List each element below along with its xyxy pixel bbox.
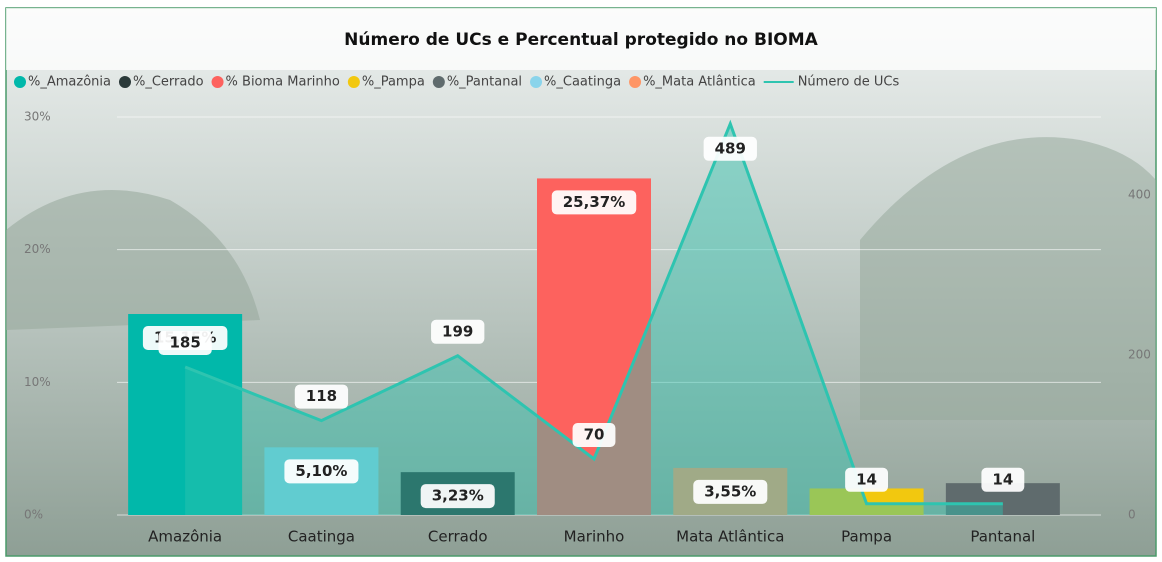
x-tick-label: Cerrado <box>428 528 488 546</box>
y-tick-label: 0% <box>24 508 43 522</box>
data-label: 14 <box>992 470 1013 488</box>
y2-tick-label: 200 <box>1128 348 1151 362</box>
y-tick-label: 20% <box>24 242 51 256</box>
legend-label: %_Cerrado <box>133 75 204 90</box>
legend-marker <box>433 76 445 88</box>
legend-label: %_Pampa <box>362 75 425 90</box>
data-label: 118 <box>306 387 337 405</box>
legend-label: %_Amazônia <box>28 75 111 90</box>
y2-tick-label: 400 <box>1128 188 1151 202</box>
data-label: 489 <box>715 139 746 157</box>
data-label: 5,10% <box>295 462 347 480</box>
legend-label: % Bioma Marinho <box>226 75 340 90</box>
y-tick-label: 10% <box>24 375 51 389</box>
data-label: 185 <box>169 334 200 352</box>
data-label: 3,23% <box>432 487 484 505</box>
x-tick-label: Marinho <box>564 528 625 546</box>
legend-label: %_Pantanal <box>447 75 522 90</box>
chart: Número de UCs e Percentual protegido no … <box>0 0 1162 562</box>
legend-marker <box>629 76 641 88</box>
data-label: 70 <box>584 426 605 444</box>
legend-label: Número de UCs <box>798 75 900 90</box>
x-tick-label: Mata Atlântica <box>676 528 784 546</box>
data-label: 3,55% <box>704 482 756 500</box>
y2-tick-label: 0 <box>1128 508 1136 522</box>
legend-marker <box>14 76 26 88</box>
x-tick-label: Amazônia <box>148 528 222 546</box>
legend-marker <box>530 76 542 88</box>
legend-label: %_Caatinga <box>544 75 621 90</box>
legend-marker <box>348 76 360 88</box>
y-tick-label: 30% <box>24 110 51 124</box>
x-tick-label: Caatinga <box>288 528 355 546</box>
x-tick-label: Pampa <box>841 528 892 546</box>
chart-title: Número de UCs e Percentual protegido no … <box>344 30 818 50</box>
legend-label: %_Mata Atlântica <box>643 75 756 90</box>
data-label: 199 <box>442 322 473 340</box>
data-label: 14 <box>856 470 877 488</box>
x-tick-label: Pantanal <box>970 528 1035 546</box>
legend-marker <box>212 76 224 88</box>
legend-marker <box>119 76 131 88</box>
data-label: 25,37% <box>563 193 625 211</box>
